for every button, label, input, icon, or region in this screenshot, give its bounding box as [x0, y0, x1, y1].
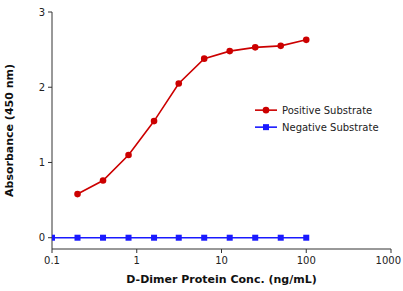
x-tick: [136, 249, 137, 253]
y-tick: [48, 12, 52, 13]
data-point: [278, 235, 284, 241]
x-axis-label: D-Dimer Protein Conc. (ng/mL): [126, 273, 316, 286]
data-point: [226, 48, 233, 55]
data-point: [100, 235, 106, 241]
data-point: [277, 43, 284, 50]
x-tick-label: 1: [134, 255, 140, 266]
x-tick-label: 10: [215, 255, 228, 266]
chart-container: 0.1 1 10 100 1000 0 1 2 3 D-Dimer Protein Conc. (…: [0, 0, 403, 291]
y-tick-label: 2: [39, 82, 45, 93]
x-tick: [221, 249, 222, 253]
series-line: [78, 40, 307, 194]
y-tick: [48, 162, 52, 163]
x-tick: [391, 249, 392, 253]
data-point: [52, 235, 55, 241]
y-axis-line: [52, 12, 53, 249]
legend-label: Negative Substrate: [282, 122, 379, 133]
data-point: [252, 235, 258, 241]
data-point: [74, 191, 81, 198]
data-point: [227, 235, 233, 241]
data-point: [175, 80, 182, 87]
data-point: [303, 37, 310, 44]
legend-marker: [263, 107, 270, 114]
data-point: [126, 235, 132, 241]
legend: Positive Substrate Negative Substrate: [255, 105, 379, 133]
legend-marker: [263, 124, 269, 130]
y-tick: [48, 237, 52, 238]
x-tick-label: 0.1: [44, 255, 60, 266]
y-tick-label: 0: [39, 232, 45, 243]
y-tick-label: 1: [39, 157, 45, 168]
x-tick-label: 1000: [376, 255, 401, 266]
y-tick-label: 3: [39, 7, 45, 18]
data-point: [100, 177, 107, 184]
x-tick: [306, 249, 307, 253]
data-point: [201, 235, 207, 241]
x-tick-label: 100: [297, 255, 316, 266]
data-point: [176, 235, 182, 241]
plot-area: [52, 37, 310, 241]
legend-label: Positive Substrate: [282, 105, 372, 116]
x-tick: [52, 249, 53, 253]
data-point: [151, 235, 157, 241]
data-point: [125, 152, 132, 159]
data-point: [151, 118, 158, 125]
y-tick: [48, 87, 52, 88]
data-point: [201, 55, 208, 62]
y-axis-label: Absorbance (450 nm): [3, 64, 16, 197]
data-point: [252, 44, 259, 51]
chart: 0.1 1 10 100 1000 0 1 2 3 D-Dimer Protein Conc. (…: [0, 0, 403, 291]
data-point: [75, 235, 81, 241]
data-point: [303, 235, 309, 241]
